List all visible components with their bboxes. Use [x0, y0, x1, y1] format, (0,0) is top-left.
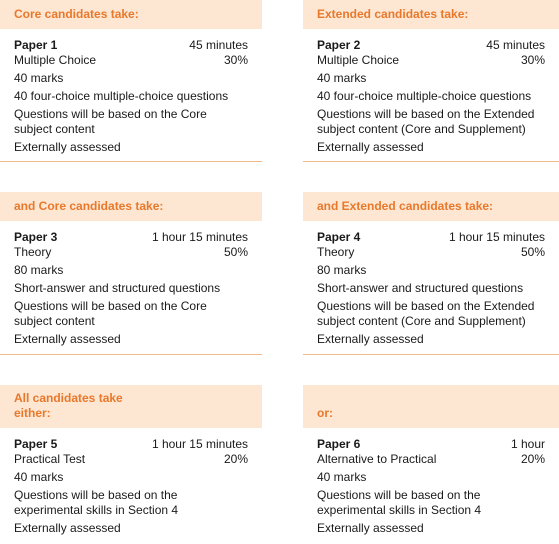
- paper-name: Paper 2: [317, 38, 361, 52]
- paper-6-card: or: Paper 6 1 hour Alternative to Practi…: [303, 385, 559, 536]
- assessment: Externally assessed: [14, 521, 121, 535]
- paper-name: Paper 5: [14, 437, 58, 451]
- component-name: Theory: [317, 245, 355, 259]
- weighting: 50%: [223, 245, 248, 259]
- paper-duration: 1 hour: [510, 437, 545, 451]
- card-header-label: Core candidates take:: [14, 7, 139, 21]
- paper-3-card: and Core candidates take: Paper 3 1 hour…: [0, 192, 262, 347]
- card-header-label: and Core candidates take:: [14, 199, 164, 213]
- assessment: Externally assessed: [317, 521, 424, 535]
- paper-name: Paper 6: [317, 437, 361, 451]
- weighting: 50%: [520, 245, 545, 259]
- paper-4-card: and Extended candidates take: Paper 4 1 …: [303, 192, 559, 347]
- paper-2-card: Extended candidates take: Paper 2 45 min…: [303, 0, 559, 155]
- content-basis: Questions will be based on the experimen…: [14, 488, 179, 517]
- assessment: Externally assessed: [317, 332, 424, 346]
- weighting: 20%: [223, 452, 248, 466]
- paper-duration: 45 minutes: [486, 38, 545, 52]
- paper-duration: 1 hour 15 minutes: [151, 437, 248, 451]
- card-header: or:: [303, 385, 559, 428]
- paper-5-card: All candidates take either: Paper 5 1 ho…: [0, 385, 262, 536]
- marks: 80 marks: [14, 263, 64, 277]
- question-type: 40 four-choice multiple-choice questions: [317, 89, 532, 103]
- marks: 40 marks: [14, 71, 64, 85]
- weighting: 20%: [520, 452, 545, 466]
- paper-duration: 1 hour 15 minutes: [151, 230, 248, 244]
- component-name: Alternative to Practical: [317, 452, 437, 466]
- marks: 40 marks: [317, 470, 367, 484]
- paper-duration: 45 minutes: [189, 38, 248, 52]
- component-name: Multiple Choice: [317, 53, 400, 67]
- assessment: Externally assessed: [14, 140, 121, 154]
- card-header-label: and Extended candidates take:: [317, 199, 494, 213]
- divider: [303, 161, 559, 162]
- question-type: Short-answer and structured questions: [317, 281, 524, 295]
- content-basis: Questions will be based on the Extended …: [317, 299, 535, 328]
- card-header-label: Extended candidates take:: [317, 7, 469, 21]
- marks: 40 marks: [14, 470, 64, 484]
- card-header-label: or:: [317, 406, 333, 420]
- weighting: 30%: [520, 53, 545, 67]
- content-basis: Questions will be based on the experimen…: [317, 488, 482, 517]
- question-type: Short-answer and structured questions: [14, 281, 221, 295]
- card-header: Core candidates take:: [0, 0, 262, 29]
- paper-1-card: Core candidates take: Paper 1 45 minutes…: [0, 0, 262, 155]
- paper-name: Paper 4: [317, 230, 361, 244]
- content-basis: Questions will be based on the Extended …: [317, 107, 535, 136]
- paper-duration: 1 hour 15 minutes: [448, 230, 545, 244]
- marks: 80 marks: [317, 263, 367, 277]
- question-type: 40 four-choice multiple-choice questions: [14, 89, 229, 103]
- content-basis: Questions will be based on the Core subj…: [14, 299, 207, 328]
- paper-name: Paper 1: [14, 38, 58, 52]
- assessment: Externally assessed: [317, 140, 424, 154]
- card-header: All candidates take either:: [0, 385, 262, 428]
- content-basis: Questions will be based on the Core subj…: [14, 107, 207, 136]
- assessment: Externally assessed: [14, 332, 121, 346]
- divider: [0, 161, 262, 162]
- component-name: Practical Test: [14, 452, 86, 466]
- paper-name: Paper 3: [14, 230, 58, 244]
- divider: [0, 354, 262, 355]
- marks: 40 marks: [317, 71, 367, 85]
- divider: [303, 354, 559, 355]
- card-header: and Core candidates take:: [0, 192, 262, 221]
- card-header-label: All candidates take either:: [14, 391, 123, 420]
- component-name: Multiple Choice: [14, 53, 97, 67]
- weighting: 30%: [223, 53, 248, 67]
- card-header: Extended candidates take:: [303, 0, 559, 29]
- component-name: Theory: [14, 245, 52, 259]
- card-header: and Extended candidates take:: [303, 192, 559, 221]
